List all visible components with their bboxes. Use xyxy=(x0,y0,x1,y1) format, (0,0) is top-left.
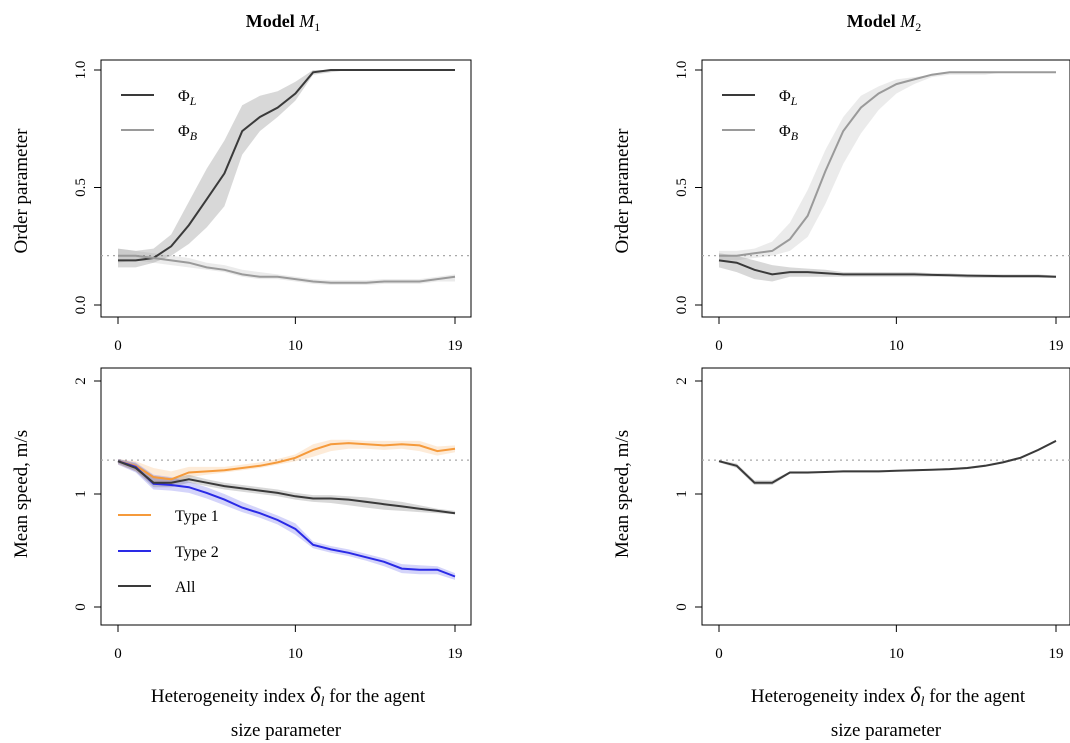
x-tick-label: 10 xyxy=(288,646,303,662)
y-tick-label: 1.0 xyxy=(73,61,89,80)
x-tick-label: 0 xyxy=(114,646,122,662)
plot-frame xyxy=(701,59,1070,318)
y-tick-label: 0 xyxy=(674,603,690,611)
title-model-m1: Model M1 xyxy=(246,11,321,34)
series-line-2 xyxy=(117,460,456,515)
series-line-1 xyxy=(118,254,456,284)
title-model-m2: Model M2 xyxy=(847,11,922,34)
legend-label: Type 2 xyxy=(175,544,219,561)
x-tick-label: 10 xyxy=(889,646,904,662)
ylabel-order-left: Order parameter xyxy=(11,128,32,254)
y-tick-label: 1 xyxy=(73,490,89,498)
ylabel-speed-right: Mean speed, m/s xyxy=(612,430,633,558)
x-tick-label: 19 xyxy=(1049,338,1064,354)
xlabel-right-line2: size parameter xyxy=(831,720,942,741)
x-tick-label: 19 xyxy=(448,646,463,662)
confidence-band-0 xyxy=(118,70,455,268)
x-tick-label: 0 xyxy=(114,338,122,354)
confidence-band-1 xyxy=(118,459,455,580)
x-tick-label: 0 xyxy=(715,646,723,662)
confidence-band-1 xyxy=(719,72,1056,261)
confidence-band-0 xyxy=(719,253,1056,282)
series-line-0 xyxy=(117,442,456,481)
panel-speed-m2: 0 10 19 0 1 2 xyxy=(674,367,1070,662)
y-tick-label: 0.0 xyxy=(73,296,89,315)
confidence-band-0 xyxy=(118,439,455,485)
y-tick-label: 1.0 xyxy=(674,61,690,80)
xlabel-left-line1: Heterogeneity index δl for the agent xyxy=(151,682,426,710)
legend-label: ΦL xyxy=(779,88,798,108)
series-line-1 xyxy=(117,460,456,578)
panel-order-m1: 0 10 19 0.0 0.5 1.0 ΦL ΦB xyxy=(73,59,472,354)
legend-label: Type 1 xyxy=(175,508,219,525)
x-tick-label: 10 xyxy=(288,338,303,354)
series-line-0 xyxy=(718,259,1057,278)
x-tick-label: 0 xyxy=(715,338,723,354)
x-tick-label: 10 xyxy=(889,338,904,354)
y-tick-label: 0.5 xyxy=(73,178,89,197)
series-line-0 xyxy=(118,69,455,262)
panel-speed-m1: 0 10 19 0 1 2 Type 1 Type 2 All xyxy=(73,367,472,662)
legend-label: ΦL xyxy=(178,88,197,108)
x-tick-label: 19 xyxy=(448,338,463,354)
y-tick-label: 2 xyxy=(73,377,89,385)
x-tick-label: 19 xyxy=(1049,646,1064,662)
y-tick-label: 0.5 xyxy=(674,178,690,197)
legend-label: ΦB xyxy=(178,123,198,143)
plot-frame xyxy=(100,367,472,626)
series-line-1 xyxy=(719,71,1056,257)
ylabel-speed-left: Mean speed, m/s xyxy=(11,430,32,558)
plot-frame xyxy=(100,59,472,318)
y-tick-label: 0.0 xyxy=(674,296,690,315)
series-line-0 xyxy=(718,440,1057,484)
panel-order-m2: 0 10 19 0.0 0.5 1.0 ΦL ΦB xyxy=(674,59,1070,354)
y-tick-label: 0 xyxy=(73,603,89,611)
y-tick-label: 2 xyxy=(674,377,690,385)
xlabel-right-line1: Heterogeneity index δl for the agent xyxy=(751,682,1026,710)
legend-label: All xyxy=(175,579,196,596)
plot-frame xyxy=(701,367,1070,626)
y-tick-label: 1 xyxy=(674,490,690,498)
xlabel-left-line2: size parameter xyxy=(231,720,342,741)
legend-label: ΦB xyxy=(779,123,799,143)
confidence-band-2 xyxy=(118,459,455,515)
ylabel-order-right: Order parameter xyxy=(612,128,633,254)
confidence-band-0 xyxy=(719,439,1056,485)
